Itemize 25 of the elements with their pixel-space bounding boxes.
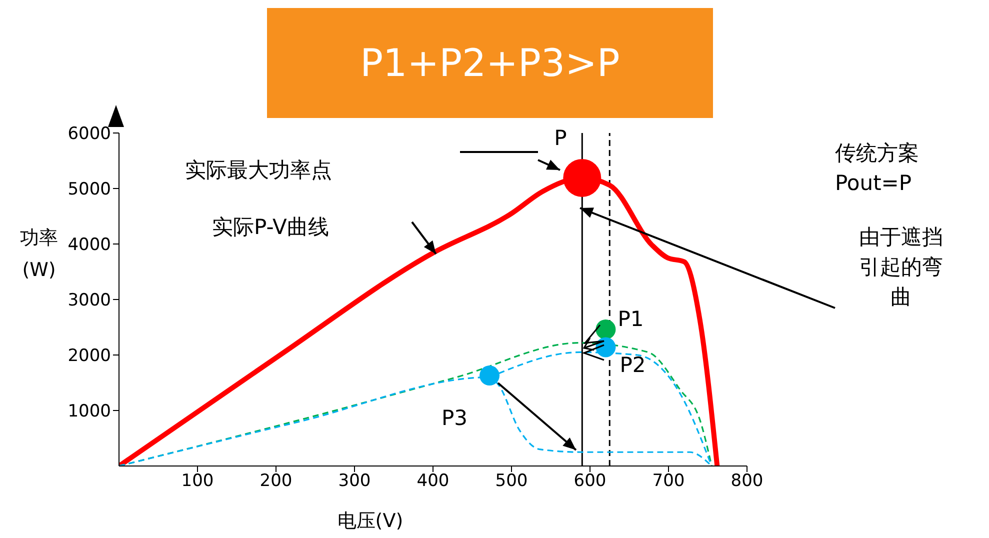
y-axis-title: 功率 (W) [20,226,58,283]
x-axis-title: 电压(V) [336,509,404,534]
y-tick-label: 2000 [68,346,111,366]
y-tick-label: 6000 [68,124,111,144]
x-tick-label: 200 [260,471,292,492]
x-tick-label: 500 [495,471,528,492]
x-tick-label: 400 [416,471,450,492]
y-tick-label: 1000 [68,402,111,422]
chart-title: P1+P2+P3>P [267,8,713,118]
x-tick-label: 300 [338,471,371,492]
annotation: P1 [618,307,644,332]
text: 由于遮挡引起的弯曲 [858,224,944,311]
x-tick-label: 100 [181,471,214,492]
text: 传统方案 Pout=P [835,140,919,197]
y-tick-label: 3000 [68,290,111,311]
y-tick-label: 4000 [68,235,111,256]
annotation: 实际最大功率点 [185,157,332,184]
annotation: P [554,126,567,150]
annotation: P2 [620,353,646,378]
x-tick-label: 800 [730,471,764,492]
y-tick-label: 5000 [68,180,111,200]
annotation: P3 [442,406,468,430]
x-tick-label: 600 [574,471,606,492]
annotation: 实际P-V曲线 [212,214,329,241]
x-tick-label: 700 [652,471,685,492]
